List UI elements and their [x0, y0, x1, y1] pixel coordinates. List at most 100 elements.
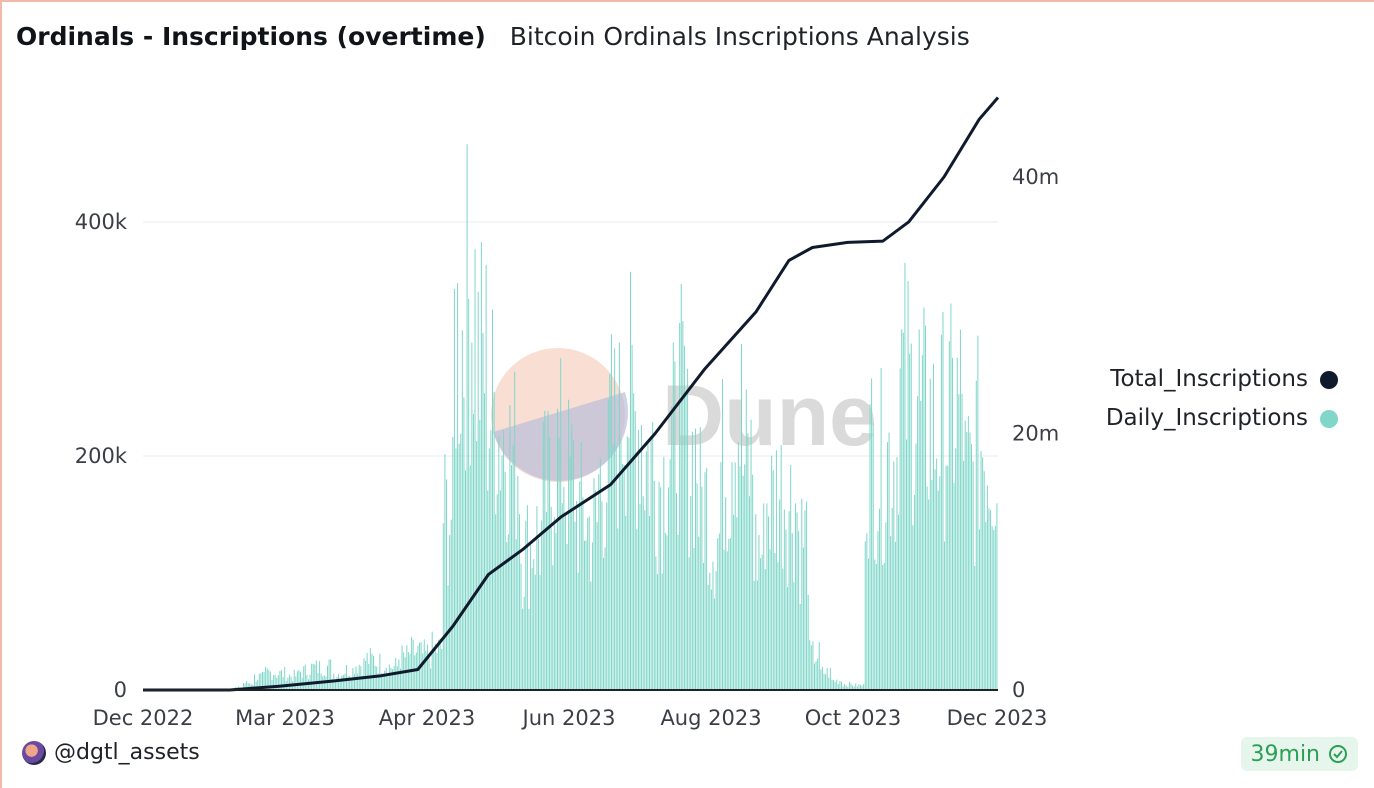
- daily-bar: [414, 655, 416, 690]
- daily-bar: [444, 454, 446, 690]
- y-right-axis-ticks: 0 20m 40m: [1012, 165, 1059, 702]
- daily-bar: [753, 581, 755, 690]
- daily-bar: [847, 686, 849, 690]
- chart-title[interactable]: Ordinals - Inscriptions (overtime): [16, 22, 486, 51]
- daily-bar: [412, 639, 414, 690]
- daily-bar: [963, 460, 965, 690]
- daily-bar: [288, 674, 290, 690]
- daily-bar: [707, 584, 709, 690]
- daily-bar: [379, 653, 381, 690]
- daily-bar: [282, 677, 284, 690]
- daily-bar: [986, 485, 988, 690]
- daily-bar: [906, 439, 907, 690]
- daily-bar: [374, 665, 376, 690]
- daily-bar: [455, 448, 457, 690]
- legend-item-total[interactable]: Total_Inscriptions: [1106, 360, 1338, 399]
- daily-bar: [436, 653, 438, 690]
- daily-bar: [671, 406, 673, 690]
- legend-item-daily[interactable]: Daily_Inscriptions: [1106, 399, 1338, 438]
- daily-bar: [247, 683, 249, 690]
- daily-bar: [953, 482, 955, 690]
- daily-bar: [384, 670, 386, 690]
- daily-bar: [472, 413, 474, 690]
- daily-bar: [893, 461, 895, 690]
- daily-bar: [818, 642, 820, 690]
- refresh-badge[interactable]: 39min: [1240, 737, 1358, 771]
- daily-bar: [398, 659, 400, 690]
- daily-bar: [699, 427, 701, 690]
- daily-bar: [580, 441, 582, 690]
- daily-bar: [460, 433, 462, 690]
- daily-bar: [947, 465, 949, 690]
- y-right-tick-label: 0: [1012, 678, 1025, 702]
- daily-bar: [442, 523, 444, 690]
- daily-bar: [877, 531, 879, 690]
- legend-label-daily: Daily_Inscriptions: [1105, 405, 1308, 431]
- daily-bar: [966, 431, 968, 690]
- daily-bar: [688, 557, 690, 690]
- daily-bar: [701, 486, 703, 690]
- daily-bar: [482, 333, 484, 690]
- daily-bar: [468, 298, 470, 690]
- daily-bar: [840, 681, 842, 690]
- daily-bar: [380, 673, 382, 690]
- daily-bar: [901, 329, 903, 690]
- daily-bar: [504, 471, 506, 690]
- daily-bar: [777, 562, 779, 690]
- daily-bar: [277, 675, 279, 690]
- daily-bar: [709, 572, 711, 690]
- daily-bar: [569, 456, 571, 690]
- daily-bar: [385, 667, 387, 690]
- daily-bar: [572, 440, 574, 690]
- daily-bar: [254, 674, 256, 690]
- daily-bar: [469, 465, 471, 690]
- author-link[interactable]: @dgtl_assets: [22, 740, 200, 765]
- daily-bar: [426, 644, 428, 690]
- daily-bar: [683, 345, 685, 690]
- daily-bar: [599, 458, 601, 690]
- daily-bar: [449, 535, 451, 690]
- daily-bar: [365, 660, 367, 690]
- daily-bar: [823, 673, 825, 690]
- daily-bar: [377, 673, 379, 690]
- daily-bar: [485, 265, 487, 690]
- daily-bar: [258, 674, 260, 690]
- daily-bar: [628, 437, 630, 690]
- legend-dot-daily: [1320, 409, 1338, 428]
- daily-bar: [929, 378, 931, 690]
- daily-bar: [498, 436, 500, 690]
- daily-bar: [879, 508, 881, 690]
- daily-bar: [304, 664, 306, 690]
- daily-bar: [706, 467, 708, 690]
- daily-bar: [790, 464, 792, 690]
- daily-bar: [312, 663, 314, 690]
- daily-bar: [802, 547, 804, 690]
- daily-bar: [587, 517, 589, 690]
- daily-bar: [319, 661, 321, 690]
- daily-bar: [679, 322, 681, 690]
- daily-bar: [450, 519, 452, 690]
- daily-bar: [369, 647, 371, 690]
- daily-bar: [693, 548, 695, 690]
- daily-bar: [487, 490, 489, 690]
- daily-bar: [257, 679, 259, 690]
- daily-bar: [633, 393, 635, 690]
- daily-bar: [610, 334, 612, 690]
- daily-bar: [909, 353, 911, 690]
- daily-bar: [742, 475, 744, 690]
- daily-bar: [894, 541, 896, 690]
- daily-bar: [525, 520, 527, 690]
- daily-bar: [718, 533, 720, 690]
- daily-bar: [829, 667, 831, 690]
- y-left-tick-label: 400k: [75, 210, 128, 234]
- daily-bar: [506, 542, 508, 690]
- daily-bar: [685, 391, 687, 690]
- daily-bar: [271, 679, 273, 690]
- legend-dot-total: [1320, 370, 1338, 389]
- x-tick-label: Dec 2022: [93, 706, 194, 730]
- daily-bar: [349, 676, 351, 690]
- daily-bar: [244, 683, 246, 690]
- daily-bar: [396, 666, 398, 690]
- y-right-tick-label: 40m: [1012, 165, 1059, 189]
- daily-bar: [861, 685, 863, 690]
